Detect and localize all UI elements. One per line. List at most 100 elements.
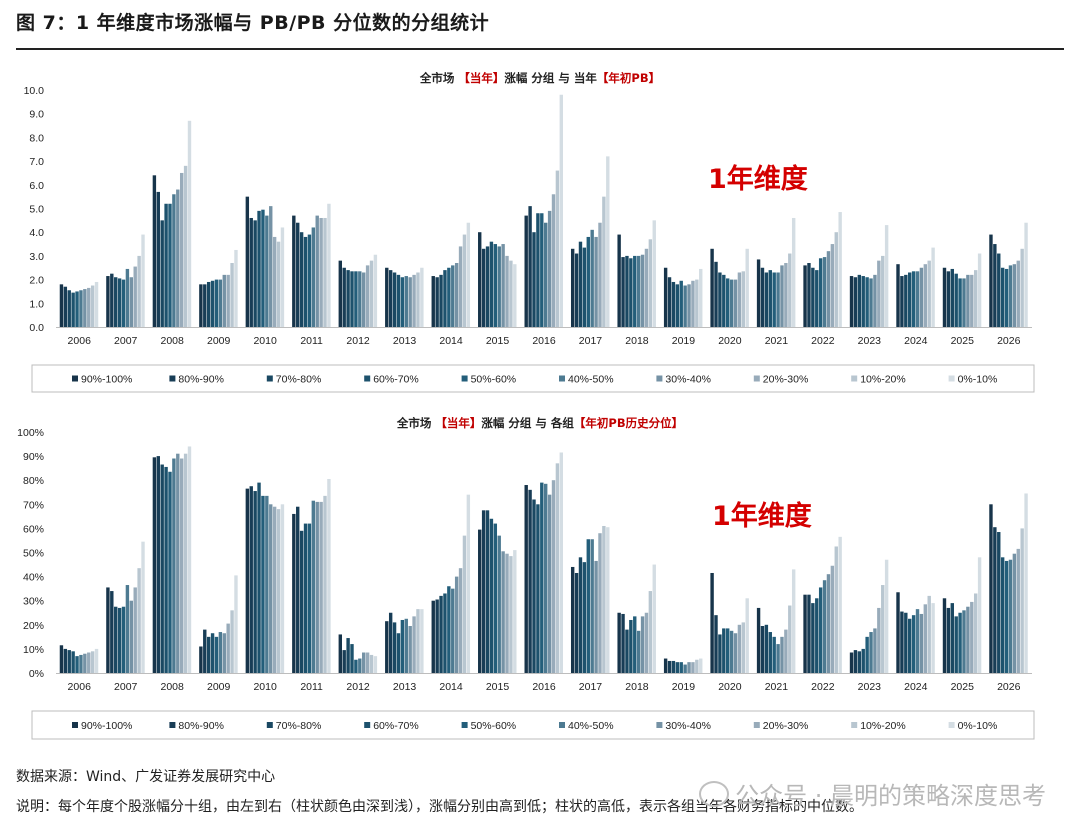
y-tick-label: 50% (23, 548, 44, 560)
bar-2021-group-10 (791, 217, 796, 327)
legend-swatch (559, 375, 565, 382)
bar-2008-group-5 (168, 471, 172, 673)
bar-2007-group-4 (117, 278, 122, 327)
legend-swatch (656, 722, 663, 728)
bar-2008-group-3 (160, 464, 164, 673)
bar-2011-group-3 (299, 232, 304, 327)
bar-2011-group-1 (292, 513, 296, 673)
x-tick-label: 2016 (532, 335, 556, 347)
bar-2014-group-8 (458, 568, 463, 673)
legend-swatch (72, 722, 78, 728)
bar-2007-group-6 (125, 585, 130, 673)
legend-swatch (461, 722, 468, 728)
bar-2008-group-8 (179, 172, 184, 327)
bar-2021-group-4 (768, 632, 772, 673)
bar-2007-group-10 (141, 234, 145, 327)
bar-2023-group-6 (869, 278, 873, 327)
bar-2015-group-7 (501, 244, 505, 327)
bar-2009-group-10 (234, 575, 238, 673)
bar-2021-group-3 (764, 624, 769, 673)
bar-2011-group-5 (307, 523, 312, 673)
bar-2018-group-9 (648, 591, 653, 673)
bar-2016-group-9 (555, 463, 560, 673)
bar-2018-group-5 (633, 255, 637, 327)
x-tick-label: 2018 (625, 335, 649, 347)
bar-2014-group-1 (431, 276, 435, 327)
bar-2020-group-5 (726, 278, 730, 327)
bar-2006-group-3 (67, 290, 71, 327)
legend-swatch (851, 375, 858, 382)
bar-2022-group-10 (838, 536, 842, 673)
bar-2015-group-9 (509, 556, 513, 673)
bar-2023-group-3 (857, 274, 862, 327)
bar-2022-group-1 (803, 594, 807, 673)
bar-2017-group-7 (594, 560, 598, 673)
x-tick-label: 2006 (68, 681, 92, 693)
bar-2020-group-5 (726, 628, 730, 673)
bar-2006-group-10 (94, 281, 99, 327)
bar-2020-group-10 (745, 598, 749, 673)
bar-2016-group-3 (532, 232, 536, 327)
x-tick-label: 2010 (253, 335, 277, 347)
bar-2009-group-6 (218, 279, 223, 327)
bar-2009-group-8 (226, 274, 230, 327)
bar-2017-group-2 (574, 572, 579, 673)
bar-2021-group-5 (772, 272, 776, 327)
bar-2026-group-2 (993, 244, 997, 327)
bar-2026-group-9 (1020, 528, 1024, 673)
bar-2018-group-10 (652, 564, 656, 673)
x-tick-label: 2019 (672, 681, 696, 693)
bar-2020-group-8 (737, 624, 742, 673)
legend-box (31, 364, 1035, 393)
x-tick-label: 2006 (68, 335, 92, 347)
bar-2012-group-2 (342, 650, 346, 673)
bar-2017-group-10 (606, 527, 610, 673)
bar-2007-group-7 (129, 600, 134, 673)
bar-2017-group-10 (606, 156, 610, 327)
chart-title: 全市场 【当年】涨幅 分组 与 各组【年初PB历史分位】 (396, 416, 683, 430)
bar-2026-group-8 (1016, 260, 1020, 327)
bar-2014-group-10 (466, 494, 471, 673)
bar-2018-group-1 (617, 612, 621, 673)
bar-2018-group-6 (636, 630, 641, 673)
bar-2006-group-3 (67, 650, 71, 673)
bar-2012-group-5 (354, 271, 358, 327)
bar-2007-group-8 (133, 587, 137, 673)
bar-2020-group-3 (718, 272, 722, 327)
bar-2009-group-2 (203, 284, 207, 327)
bar-2007-group-5 (121, 279, 126, 327)
bar-2012-group-2 (342, 267, 346, 327)
legend-swatch (851, 722, 858, 728)
bar-2024-group-3 (904, 612, 908, 673)
bar-2007-group-2 (110, 591, 114, 673)
bar-2025-group-9 (973, 593, 978, 673)
bar-2008-group-3 (160, 220, 164, 327)
bar-2021-group-7 (780, 636, 784, 673)
bar-2010-group-7 (269, 206, 273, 327)
bar-2019-group-8 (691, 280, 695, 327)
bar-2024-group-1 (896, 592, 900, 673)
bar-2022-group-2 (807, 594, 811, 673)
bar-2009-group-2 (203, 629, 207, 673)
bar-2013-group-7 (408, 626, 412, 673)
bar-2011-group-6 (311, 227, 316, 327)
bar-2013-group-1 (385, 267, 389, 327)
bar-2024-group-2 (900, 611, 904, 673)
bar-2010-group-8 (272, 236, 277, 327)
bar-2014-group-9 (462, 234, 467, 327)
x-tick-label: 2022 (811, 681, 835, 693)
bar-2014-group-2 (435, 599, 439, 673)
bar-2026-group-7 (1012, 264, 1017, 327)
bar-2026-group-1 (989, 234, 993, 327)
bar-2016-group-3 (532, 499, 536, 673)
legend-label: 20%-30% (763, 720, 809, 732)
bar-2020-group-9 (741, 271, 745, 327)
bar-2013-group-3 (392, 272, 397, 327)
bar-2010-group-1 (245, 196, 250, 327)
x-tick-label: 2022 (811, 335, 835, 347)
x-tick-label: 2007 (114, 335, 138, 347)
bar-2024-group-6 (915, 609, 920, 673)
legend-label: 40%-50% (568, 720, 614, 732)
bar-2019-group-1 (663, 267, 668, 327)
bar-2017-group-9 (602, 525, 606, 673)
